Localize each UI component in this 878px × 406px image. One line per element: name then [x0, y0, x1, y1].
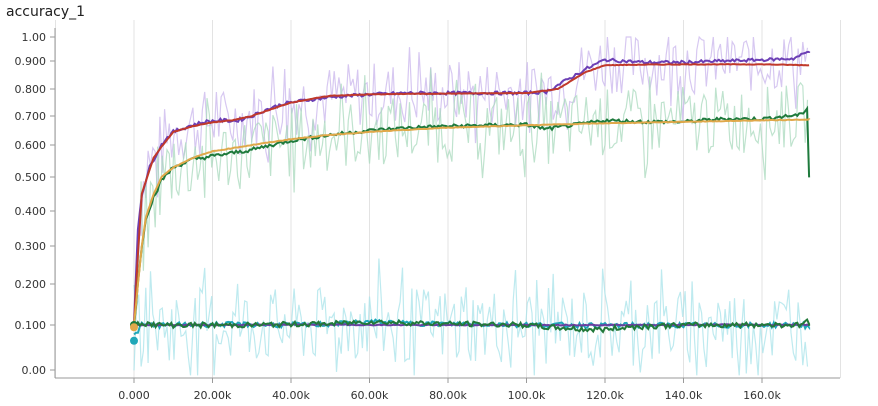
x-tick-label: 60.00k [351, 389, 389, 402]
series-line [133, 63, 810, 326]
y-tick-label: 0.700 [15, 110, 47, 123]
start-markers [130, 321, 138, 345]
x-tick-label: 80.00k [429, 389, 467, 402]
y-tick-label: 0.500 [15, 171, 47, 184]
raw-series-line [133, 258, 809, 376]
y-tick-label: 0.00 [22, 364, 47, 377]
raw-series-line [133, 68, 809, 311]
y-tick-label: 0.800 [15, 83, 47, 96]
x-tick-label: 20.00k [194, 389, 232, 402]
series-layer [133, 50, 811, 336]
y-tick-label: 0.600 [15, 139, 47, 152]
y-tick-labels: 1.00 0.900 0.800 0.700 0.600 0.500 0.400 0.300 0… [15, 31, 47, 377]
start-marker [130, 323, 138, 332]
y-tick-label: 0.200 [15, 278, 47, 291]
chart-title: accuracy_1 [6, 4, 86, 20]
y-tick-label: 0.300 [15, 240, 47, 253]
x-tick-label: 120.0k [586, 389, 624, 402]
x-tick-label: 160.0k [743, 389, 781, 402]
x-tick-label: 100.0k [508, 389, 546, 402]
series-line [133, 118, 811, 325]
x-tick-label: 40.00k [272, 389, 310, 402]
raw-series-line [133, 35, 809, 327]
axes [50, 28, 840, 383]
y-tick-label: 0.400 [15, 205, 47, 218]
x-tick-label: 140.0k [665, 389, 703, 402]
series-line [133, 105, 811, 327]
y-tick-label: 1.00 [22, 31, 47, 44]
start-marker [130, 336, 138, 345]
series-line [133, 50, 811, 323]
x-tick-label: 0.000 [118, 389, 150, 402]
series-line [133, 318, 811, 334]
y-tick-label: 0.900 [15, 55, 47, 68]
x-tick-labels: 0.000 20.00k 40.00k 60.00k 80.00k 100.0k 120.0… [118, 389, 781, 402]
y-tick-label: 0.100 [15, 319, 47, 332]
